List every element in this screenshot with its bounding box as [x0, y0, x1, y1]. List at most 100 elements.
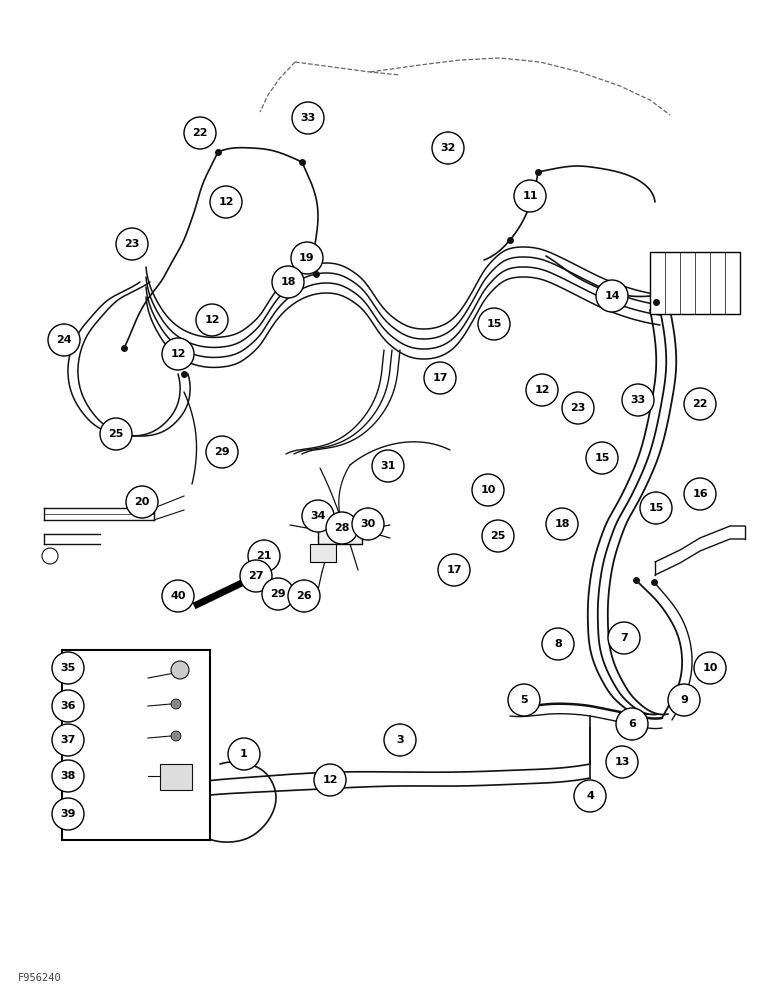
Circle shape	[171, 699, 181, 709]
Circle shape	[432, 132, 464, 164]
Text: 5: 5	[520, 695, 528, 705]
Text: 15: 15	[486, 319, 502, 329]
Text: 18: 18	[554, 519, 570, 529]
Bar	[310, 544, 336, 562]
Circle shape	[508, 684, 540, 716]
Text: 30: 30	[361, 519, 376, 529]
Circle shape	[228, 738, 260, 770]
Text: 11: 11	[522, 191, 538, 201]
Text: 35: 35	[60, 663, 76, 673]
Text: 20: 20	[134, 497, 150, 507]
Text: 29: 29	[270, 589, 286, 599]
Circle shape	[314, 764, 346, 796]
Text: 37: 37	[60, 735, 76, 745]
Text: 10: 10	[480, 485, 496, 495]
Circle shape	[240, 560, 272, 592]
Circle shape	[48, 324, 80, 356]
Text: 40: 40	[171, 591, 186, 601]
Circle shape	[562, 392, 594, 424]
Text: F956240: F956240	[18, 973, 62, 983]
Circle shape	[608, 622, 640, 654]
Circle shape	[372, 450, 404, 482]
Text: 38: 38	[60, 771, 76, 781]
Circle shape	[171, 661, 189, 679]
Text: 4: 4	[586, 791, 594, 801]
Circle shape	[352, 508, 384, 540]
Circle shape	[206, 436, 238, 468]
Text: 12: 12	[171, 349, 186, 359]
Text: 29: 29	[214, 447, 230, 457]
Text: 17: 17	[446, 565, 462, 575]
Bar	[160, 764, 192, 790]
Text: 22: 22	[192, 128, 208, 138]
Text: 12: 12	[534, 385, 550, 395]
Circle shape	[162, 580, 194, 612]
Circle shape	[262, 578, 294, 610]
Circle shape	[116, 228, 148, 260]
Text: 7: 7	[620, 633, 628, 643]
Text: 15: 15	[648, 503, 664, 513]
Circle shape	[684, 388, 716, 420]
Text: 32: 32	[440, 143, 455, 153]
Bar	[318, 516, 362, 544]
Text: 26: 26	[296, 591, 312, 601]
Circle shape	[606, 746, 638, 778]
Circle shape	[52, 798, 84, 830]
Circle shape	[616, 708, 648, 740]
Text: 1: 1	[240, 749, 248, 759]
Text: 16: 16	[692, 489, 708, 499]
Text: 33: 33	[300, 113, 316, 123]
Circle shape	[526, 374, 558, 406]
Circle shape	[640, 492, 672, 524]
Text: 24: 24	[56, 335, 72, 345]
Circle shape	[574, 780, 606, 812]
Circle shape	[126, 486, 158, 518]
Circle shape	[292, 102, 324, 134]
Circle shape	[52, 652, 84, 684]
Text: 10: 10	[703, 663, 718, 673]
Text: 27: 27	[249, 571, 264, 581]
Text: 33: 33	[631, 395, 645, 405]
Circle shape	[684, 478, 716, 510]
Circle shape	[438, 554, 470, 586]
Text: 6: 6	[628, 719, 636, 729]
Circle shape	[586, 442, 618, 474]
Circle shape	[514, 180, 546, 212]
Circle shape	[694, 652, 726, 684]
Text: 25: 25	[490, 531, 506, 541]
Text: 19: 19	[300, 253, 315, 263]
Circle shape	[546, 508, 578, 540]
Circle shape	[288, 580, 320, 612]
Circle shape	[622, 384, 654, 416]
Text: 9: 9	[680, 695, 688, 705]
Text: 12: 12	[322, 775, 338, 785]
Text: 22: 22	[692, 399, 708, 409]
Circle shape	[424, 362, 456, 394]
Circle shape	[184, 117, 216, 149]
Circle shape	[326, 512, 358, 544]
Text: 31: 31	[381, 461, 396, 471]
Text: 3: 3	[396, 735, 404, 745]
Text: 12: 12	[218, 197, 234, 207]
Text: 36: 36	[60, 701, 76, 711]
Bar	[62, 650, 210, 840]
Text: 23: 23	[571, 403, 586, 413]
Text: 13: 13	[615, 757, 630, 767]
Circle shape	[668, 684, 700, 716]
Text: 28: 28	[334, 523, 350, 533]
Text: 15: 15	[594, 453, 610, 463]
Circle shape	[472, 474, 504, 506]
Circle shape	[596, 280, 628, 312]
Circle shape	[248, 540, 280, 572]
Text: 21: 21	[256, 551, 272, 561]
Circle shape	[272, 266, 304, 298]
Text: 12: 12	[205, 315, 220, 325]
Text: 8: 8	[554, 639, 562, 649]
Circle shape	[482, 520, 514, 552]
Text: 23: 23	[124, 239, 140, 249]
Circle shape	[100, 418, 132, 450]
Circle shape	[52, 724, 84, 756]
Text: 14: 14	[604, 291, 620, 301]
Circle shape	[478, 308, 510, 340]
Circle shape	[542, 628, 574, 660]
